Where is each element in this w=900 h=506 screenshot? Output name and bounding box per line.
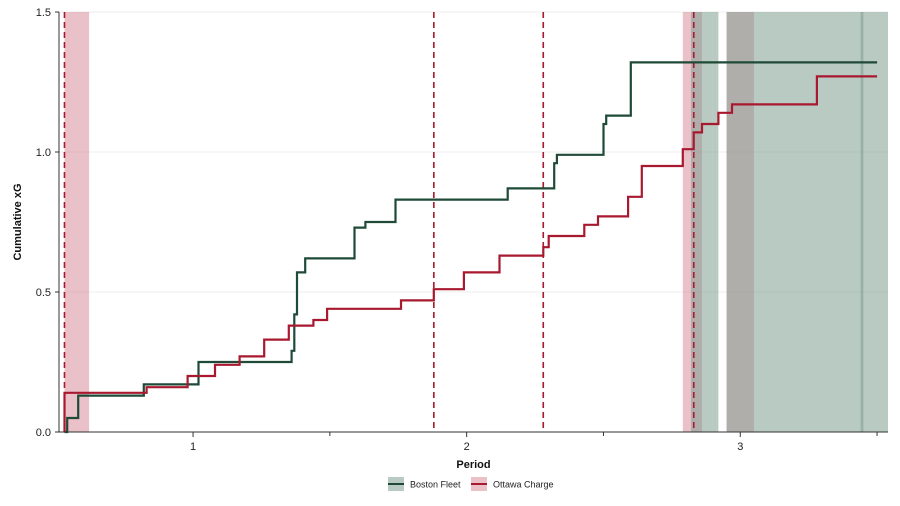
x-axis-title: Period bbox=[456, 459, 490, 471]
series-line-boston-fleet bbox=[64, 61, 878, 434]
y-tick-label: 0.5 bbox=[36, 287, 51, 299]
legend-label: Boston Fleet bbox=[410, 480, 461, 490]
y-axis-title: Cumulative xG bbox=[12, 183, 24, 260]
event-lines bbox=[63, 12, 695, 432]
legend-item-ottawa-charge: Ottawa Charge bbox=[471, 477, 554, 491]
y-tick-label: 0.0 bbox=[36, 427, 51, 439]
series-line-ottawa-charge bbox=[63, 75, 878, 432]
legend: Boston Fleet Ottawa Charge bbox=[388, 477, 554, 491]
shaded-interval-boston-fleet bbox=[712, 12, 719, 432]
shaded-interval-boston-fleet bbox=[794, 12, 888, 432]
x-tick-label: 1 bbox=[190, 441, 196, 453]
shaded-interval-boston-fleet bbox=[860, 12, 864, 432]
legend-item-boston-fleet: Boston Fleet bbox=[388, 477, 461, 491]
x-tick-label: 3 bbox=[737, 441, 743, 453]
y-tick-label: 1.5 bbox=[36, 7, 51, 19]
shaded-interval-ottawa-charge bbox=[64, 12, 90, 432]
legend-label: Ottawa Charge bbox=[493, 480, 554, 490]
series-lines bbox=[63, 61, 878, 434]
shaded-interval-boston-fleet bbox=[691, 12, 713, 432]
shaded-interval-boston-fleet bbox=[726, 12, 754, 432]
shaded-intervals bbox=[64, 12, 888, 432]
x-tick-label: 2 bbox=[464, 441, 470, 453]
axes: 0.0 0.5 1.0 1.5 1 2 3 bbox=[36, 7, 888, 453]
shaded-interval-boston-fleet bbox=[753, 12, 795, 432]
y-tick-label: 1.0 bbox=[36, 147, 51, 159]
